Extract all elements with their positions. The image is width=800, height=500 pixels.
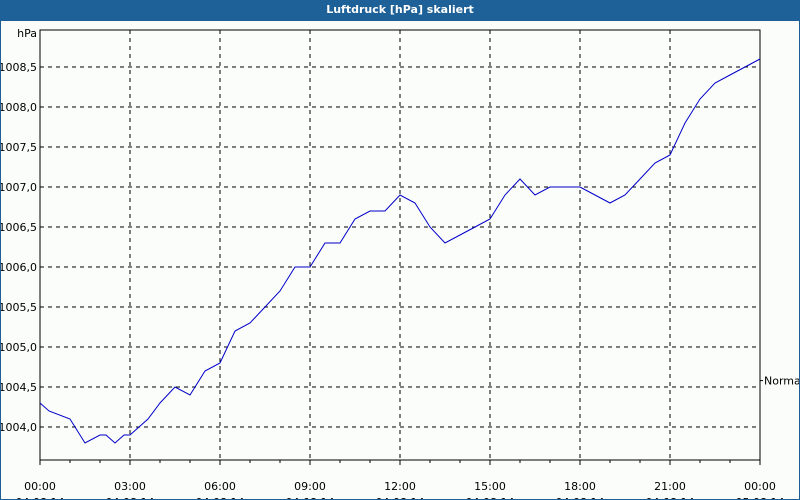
y-tick-label: 1005,0 [1, 341, 37, 354]
x-tick-date: 04.08.14 [16, 496, 65, 499]
x-tick-time: 12:00 [384, 480, 416, 493]
x-tick-time: 00:00 [744, 480, 776, 493]
x-tick-date: 04.08.14 [556, 496, 605, 499]
x-tick-time: 18:00 [564, 480, 596, 493]
line-chart: 1008,5 1008,0 1007,5 1007,0 1006,5 1006,0 1005… [1, 27, 799, 499]
x-tick-date: 04.08.14 [196, 496, 245, 499]
x-tick-date: 04.08.14 [106, 496, 155, 499]
y-tick-label: 1004,0 [1, 421, 37, 434]
x-tick-time: 03:00 [114, 480, 146, 493]
reference-label: Normal [764, 375, 799, 388]
x-tick-date: 05.08.14 [736, 496, 785, 499]
x-tick-time: 00:00 [24, 480, 56, 493]
x-tick-time: 09:00 [294, 480, 326, 493]
y-tick-label: 1007,0 [1, 181, 37, 194]
x-tick-date: 04.08.14 [286, 496, 335, 499]
y-tick-label: 1008,5 [1, 61, 37, 74]
x-tick-date: 04.08.14 [466, 496, 515, 499]
y-tick-label: 1006,5 [1, 221, 37, 234]
plot-frame [39, 29, 761, 461]
y-tick-label: 1007,5 [1, 141, 37, 154]
x-tick-date: 04.08.14 [646, 496, 695, 499]
x-tick-time: 06:00 [204, 480, 236, 493]
y-tick-label: 1005,5 [1, 301, 37, 314]
data-line [39, 58, 761, 444]
chart-title: Luftdruck [hPa] skaliert [0, 0, 800, 20]
x-tick-date: 04.08.14 [376, 496, 425, 499]
y-tick-label: 1006,0 [1, 261, 37, 274]
y-tick-label: 1008,0 [1, 101, 37, 114]
x-tick-time: 15:00 [474, 480, 506, 493]
y-tick-label: 1004,5 [1, 381, 37, 394]
chart-canvas: 1008,5 1008,0 1007,5 1007,0 1006,5 1006,0 1005… [1, 21, 799, 499]
y-axis-unit: hPa [17, 27, 37, 40]
x-tick-time: 21:00 [654, 480, 686, 493]
